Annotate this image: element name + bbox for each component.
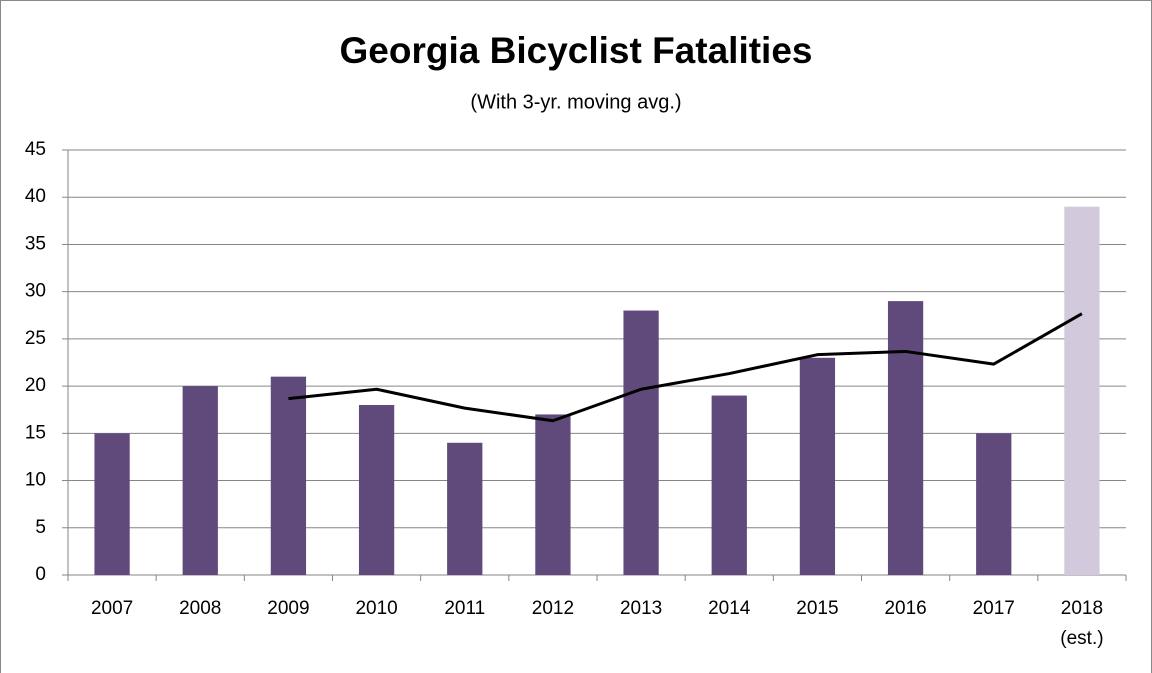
x-tick-label: 2017 bbox=[973, 598, 1015, 619]
y-tick-label: 25 bbox=[25, 328, 46, 349]
y-tick-label: 35 bbox=[25, 233, 46, 254]
bar bbox=[535, 414, 571, 575]
y-tick-label: 40 bbox=[25, 186, 46, 207]
y-tick-label: 30 bbox=[25, 281, 46, 302]
bar bbox=[358, 405, 395, 575]
y-tick-label: 10 bbox=[25, 470, 46, 491]
x-tick-label: 2013 bbox=[620, 598, 662, 619]
x-tick-label: 2010 bbox=[355, 598, 397, 619]
chart-title: Georgia Bicyclist Fatalities bbox=[340, 30, 813, 71]
bar bbox=[976, 433, 1012, 575]
y-tick-label: 5 bbox=[35, 517, 46, 538]
x-tick-label: 2018 (est.) bbox=[1060, 598, 1103, 649]
bar bbox=[711, 395, 747, 575]
bar bbox=[799, 357, 836, 575]
y-tick-label: 45 bbox=[25, 139, 46, 160]
x-tick-label: 2012 bbox=[532, 598, 574, 619]
bar bbox=[447, 442, 483, 575]
bar bbox=[182, 386, 218, 575]
bar bbox=[1064, 206, 1100, 575]
x-tick-label: 2007 bbox=[91, 598, 133, 619]
x-tick-label: 2009 bbox=[267, 598, 309, 619]
moving-average-line bbox=[288, 312, 1083, 423]
y-tick-label: 0 bbox=[35, 564, 46, 585]
bar bbox=[94, 433, 130, 575]
x-tick-label: 2016 bbox=[884, 598, 926, 619]
x-tick-label: 2011 bbox=[444, 598, 485, 619]
x-tick-label: 2015 bbox=[796, 598, 838, 619]
bar bbox=[623, 310, 659, 575]
x-tick-label: 2014 bbox=[708, 598, 751, 619]
x-tick-label: 2008 bbox=[179, 598, 221, 619]
chart-subtitle: (With 3-yr. moving avg.) bbox=[470, 91, 681, 113]
y-tick-label: 20 bbox=[25, 375, 46, 396]
y-tick-label: 15 bbox=[25, 422, 46, 443]
bar bbox=[887, 301, 924, 575]
bar bbox=[270, 376, 307, 575]
